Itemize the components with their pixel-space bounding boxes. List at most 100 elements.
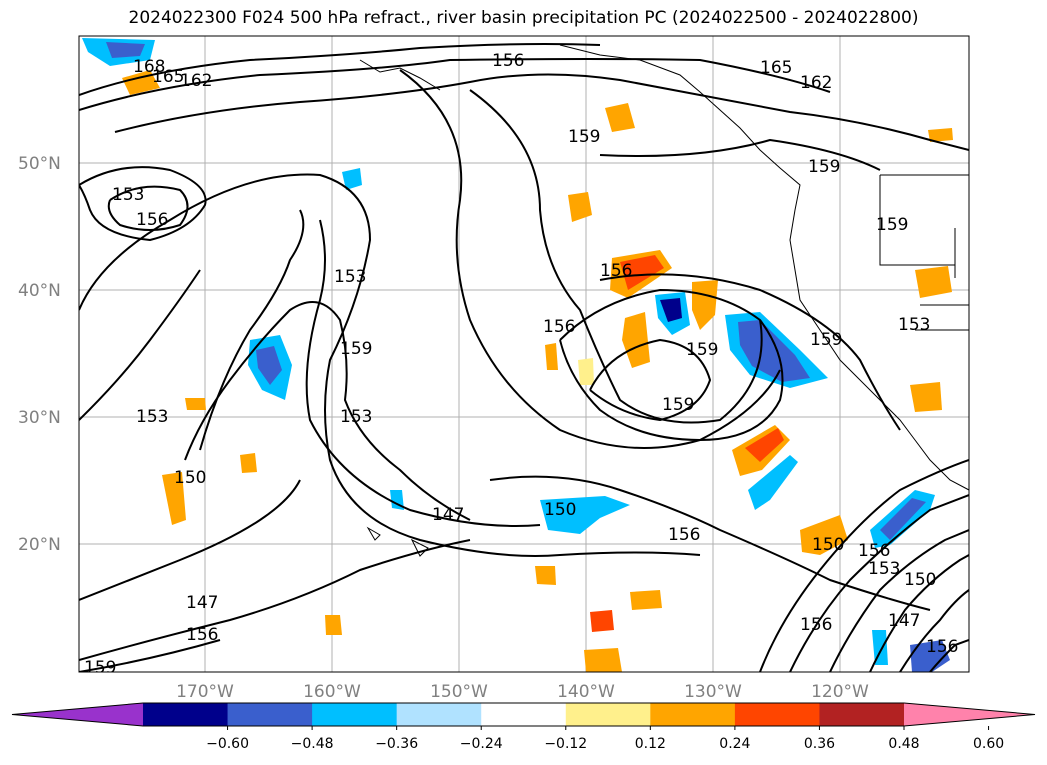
colorbar-tick-label: 0.36 <box>804 736 835 752</box>
contour-label: 147 <box>186 593 218 613</box>
precip-positive-area <box>584 648 622 672</box>
colorbar-tick-label: −0.24 <box>460 736 503 752</box>
contour-label: 153 <box>136 407 168 427</box>
colorbar-tick-label: −0.12 <box>544 736 587 752</box>
contour-label: 159 <box>84 658 116 678</box>
contour-label: 156 <box>800 615 832 635</box>
contour-label: 159 <box>568 127 600 147</box>
lon-label: 140°W <box>557 682 615 702</box>
colorbar-tick-label: 0.24 <box>719 736 750 752</box>
colorbar-tick-label: −0.48 <box>291 736 334 752</box>
precip-positive <box>122 70 953 672</box>
coastlines <box>359 44 969 557</box>
lon-label: 150°W <box>430 682 488 702</box>
colorbar-tick-label: −0.36 <box>375 736 418 752</box>
contour-label: 168 <box>133 57 165 77</box>
contour-label: 150 <box>174 468 206 488</box>
contour-label: 162 <box>180 71 212 91</box>
contour-label: 156 <box>186 625 218 645</box>
colorbar-segment <box>312 703 398 726</box>
contour-label: 159 <box>340 339 372 359</box>
precip-positive-area <box>578 358 594 385</box>
precip-positive-area <box>630 590 662 610</box>
colorbar-extension-high <box>904 703 1035 726</box>
precip-positive-area <box>800 515 848 555</box>
contour-label: 150 <box>544 500 576 520</box>
map-area <box>79 36 969 672</box>
precip-positive-area <box>620 255 664 290</box>
contour-label: 147 <box>888 611 920 631</box>
contour-label: 147 <box>432 505 464 525</box>
precip-positive-area <box>162 472 186 525</box>
precip-negative-area <box>540 496 630 534</box>
contour-labels: 168 165 162 156 165 162 159 159 153 156 … <box>84 51 958 678</box>
lon-labels: 170°W 160°W 150°W 140°W 130°W 120°W <box>176 682 869 702</box>
contours <box>79 43 969 672</box>
lon-label: 130°W <box>684 682 742 702</box>
precip-positive-area <box>325 615 342 635</box>
contour-label: 156 <box>668 525 700 545</box>
colorbar-segment <box>650 703 736 726</box>
colorbar: −0.60 −0.48 −0.36 −0.24 −0.12 0.12 0.24 0.36 0.4… <box>11 702 1036 752</box>
precip-positive-area <box>535 566 556 585</box>
colorbar-segment <box>396 703 482 726</box>
precip-positive-area <box>605 103 635 132</box>
precip-negative-core <box>738 320 810 382</box>
lat-labels: 50°N 40°N 30°N 20°N <box>18 154 61 555</box>
contour-label: 153 <box>898 315 930 335</box>
precip-negative-core <box>660 298 682 322</box>
lat-label: 20°N <box>18 535 61 555</box>
contour-label: 156 <box>600 261 632 281</box>
contour-label: 159 <box>686 340 718 360</box>
colorbar-tick-label: −0.60 <box>206 736 249 752</box>
precip-positive-area <box>568 192 592 222</box>
lon-label: 160°W <box>303 682 361 702</box>
contour-label: 159 <box>808 157 840 177</box>
colorbar-outline <box>11 702 1036 727</box>
colorbar-segment <box>734 703 820 726</box>
contour-label: 156 <box>492 51 524 71</box>
contour-label: 153 <box>340 407 372 427</box>
contour-label: 150 <box>904 570 936 590</box>
precip-negative-core <box>106 42 145 58</box>
contour-label: 165 <box>760 58 792 78</box>
colorbar-extension-low <box>12 703 143 726</box>
contour-label: 153 <box>868 559 900 579</box>
lon-label: 170°W <box>176 682 234 702</box>
lon-label: 120°W <box>811 682 869 702</box>
contour-label: 159 <box>662 395 694 415</box>
contour-label: 159 <box>810 330 842 350</box>
precip-positive-area <box>745 428 784 462</box>
precip-positive-area <box>240 453 257 473</box>
colorbar-segment <box>227 703 313 726</box>
colorbar-segment <box>565 703 651 726</box>
contour-label: 156 <box>926 637 958 657</box>
map-title: 2024022300 F024 500 hPa refract., river … <box>128 8 919 28</box>
precip-positive-area <box>910 382 942 412</box>
contour-label: 156 <box>136 210 168 230</box>
colorbar-tick-label: 0.12 <box>635 736 666 752</box>
colorbar-segment <box>143 703 229 726</box>
precip-positive-area <box>590 610 614 632</box>
precip-positive-area <box>928 128 953 142</box>
precip-positive-area <box>545 343 558 370</box>
precip-negative-area <box>748 455 798 510</box>
precip-negative-core <box>256 346 282 385</box>
precip-positive-area <box>915 266 952 298</box>
precip-negative-core <box>880 498 926 540</box>
contour-label: 156 <box>858 541 890 561</box>
contour-label: 153 <box>334 267 366 287</box>
lat-label: 30°N <box>18 408 61 428</box>
contour-label: 150 <box>812 535 844 555</box>
map-frame <box>78 35 970 673</box>
precip-negative-area <box>342 168 362 190</box>
contour-label: 153 <box>112 185 144 205</box>
precip-positive-area <box>122 70 160 95</box>
lat-label: 50°N <box>18 154 61 174</box>
contour-label: 159 <box>876 215 908 235</box>
contour-label: 162 <box>800 73 832 93</box>
colorbar-tick-label: 0.60 <box>973 736 1004 752</box>
precip-negative-core <box>910 640 950 672</box>
contour-label: 156 <box>543 317 575 337</box>
